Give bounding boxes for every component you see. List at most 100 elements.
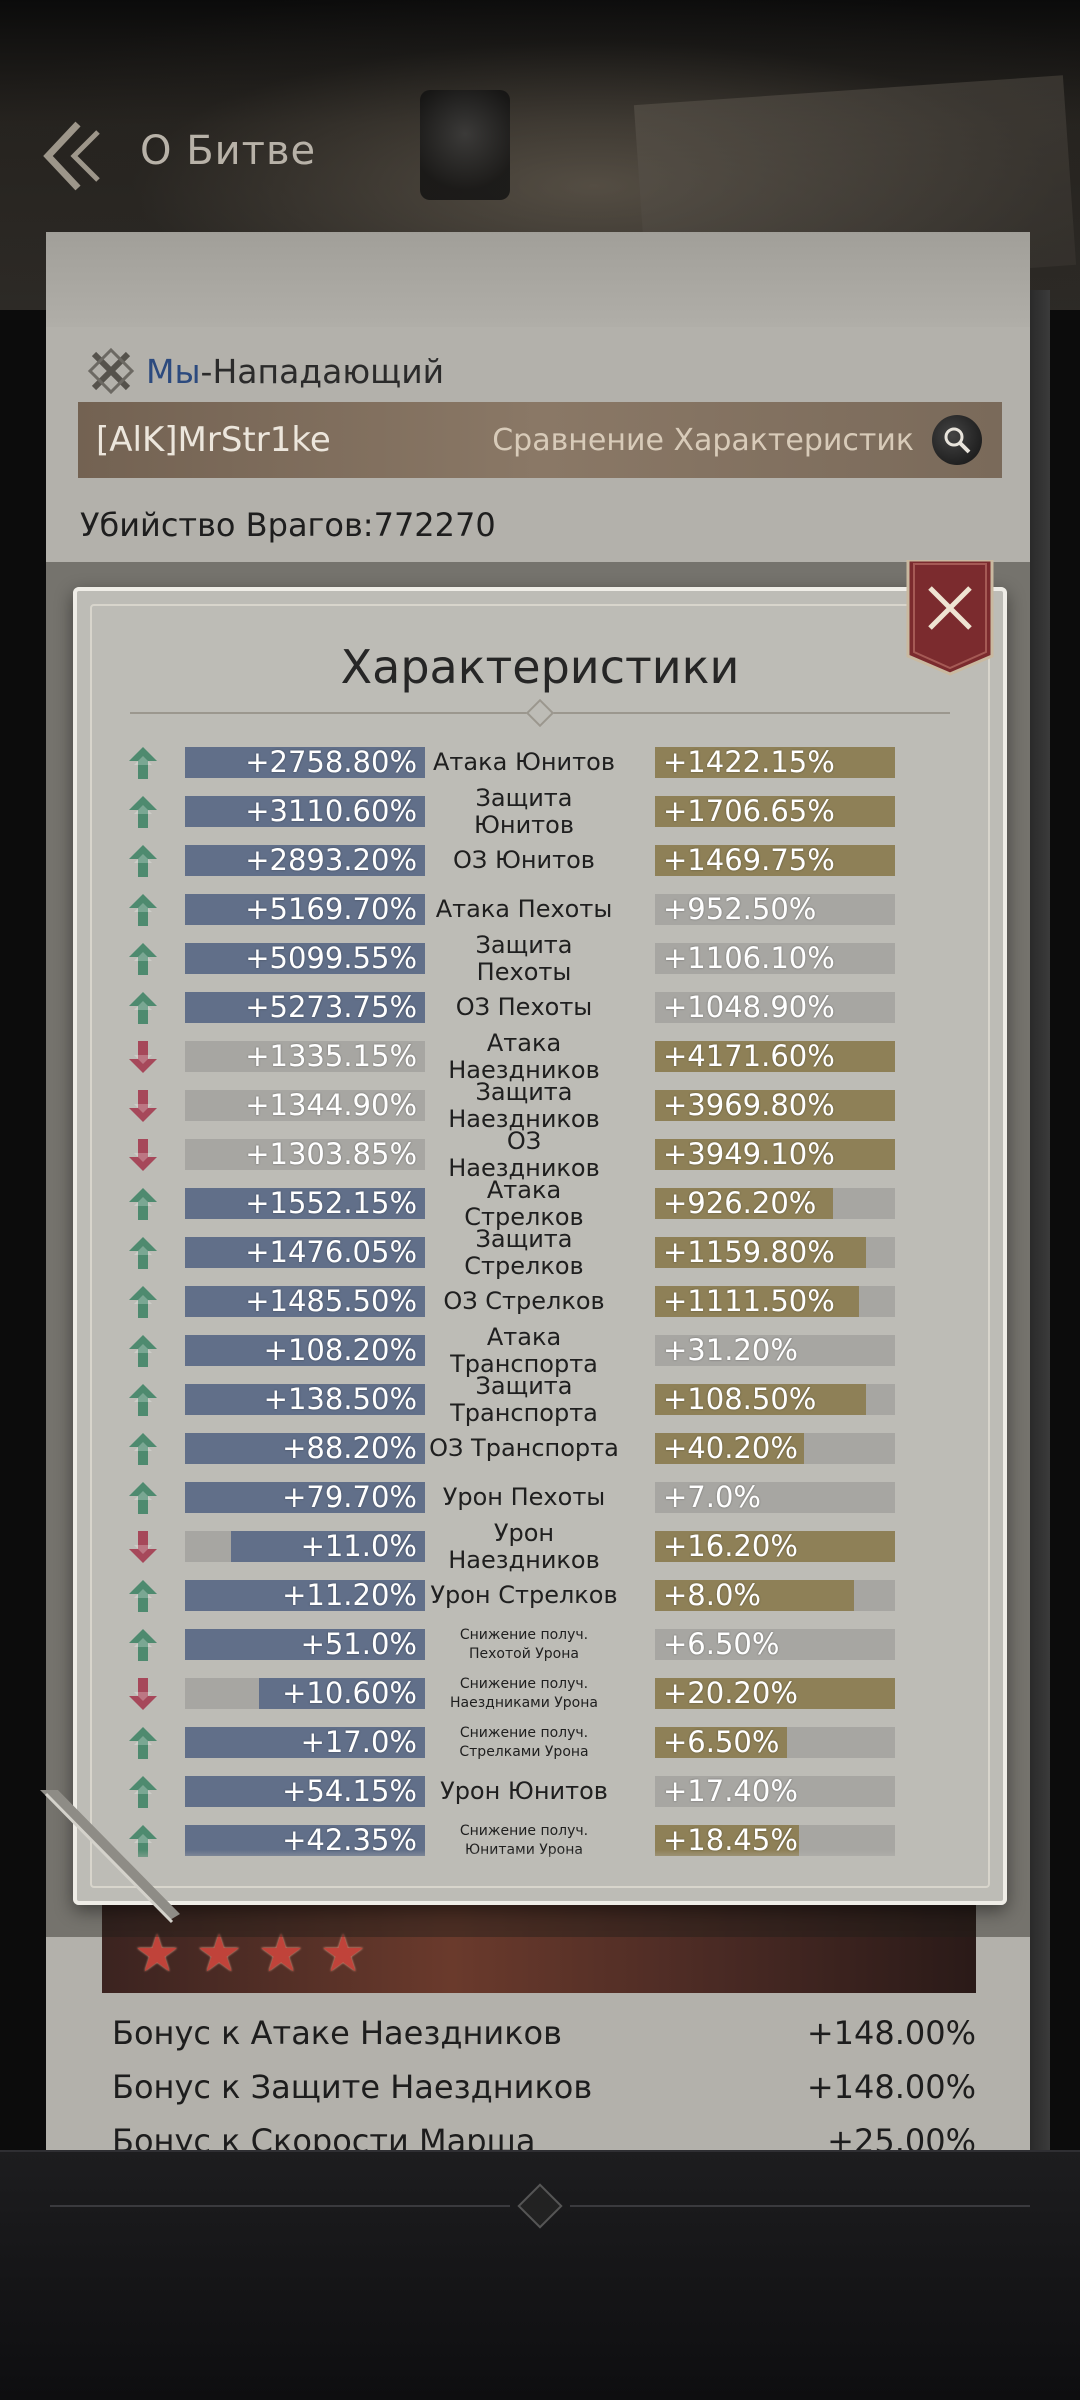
enemy-stat-bar: +7.0% xyxy=(655,1482,895,1513)
enemies-killed: Убийство Врагов:772270 xyxy=(80,506,496,544)
enemy-stat-bar: +6.50% xyxy=(655,1727,895,1758)
crossed-swords-icon xyxy=(87,347,135,395)
enemy-stat-bar: +20.20% xyxy=(655,1678,895,1709)
our-stat-bar: +10.60% xyxy=(185,1678,425,1709)
arrow-down-icon xyxy=(128,1089,158,1123)
enemy-stat-fill xyxy=(655,796,895,827)
background-inkwell xyxy=(420,90,510,200)
our-stat-bar: +11.0% xyxy=(185,1531,425,1562)
stat-name: Атака Транспорта xyxy=(450,1323,598,1378)
enemy-stat-value: +3969.80% xyxy=(663,1088,835,1122)
arrow-up-icon xyxy=(128,991,158,1025)
bonus-row: Бонус к Защите Наездников +148.00% xyxy=(112,2068,976,2106)
our-stat-bar: +1344.90% xyxy=(185,1090,425,1121)
bonus-label: Бонус к Защите Наездников xyxy=(112,2068,593,2106)
side-label: Мы-Нападающий xyxy=(86,346,444,396)
player-bar: [AlK]MrStr1ke Сравнение Характеристик xyxy=(78,402,1002,478)
our-stat-value: +1303.85% xyxy=(245,1137,417,1171)
enemy-stat-fill xyxy=(655,1580,855,1611)
our-stat-value: +51.0% xyxy=(300,1627,417,1661)
stat-row: +2893.20% ОЗ Юнитов +1469.75% xyxy=(120,836,910,885)
side-separator: - xyxy=(200,351,213,391)
star-icon: ★ xyxy=(319,1924,367,1984)
our-stat-bar: +54.15% xyxy=(185,1776,425,1807)
stat-name: Снижение получ. Стрелками Урона xyxy=(459,1725,589,1760)
enemy-stat-value: +3949.10% xyxy=(663,1137,835,1171)
enemy-stat-fill xyxy=(655,1727,787,1758)
stat-name: ОЗ Транспорта xyxy=(429,1434,619,1463)
enemy-stat-value: +16.20% xyxy=(663,1529,798,1563)
our-stat-bar: +1476.05% xyxy=(185,1237,425,1268)
arrow-up-icon xyxy=(128,1726,158,1760)
enemy-stat-value: +17.40% xyxy=(663,1774,798,1808)
enemy-stat-value: +1111.50% xyxy=(663,1284,835,1318)
enemy-stat-bar: +1706.65% xyxy=(655,796,895,827)
arrow-down-icon xyxy=(128,1530,158,1564)
our-stat-bar: +11.20% xyxy=(185,1580,425,1611)
bottom-divider-left xyxy=(50,2205,510,2207)
enemy-stat-bar: +952.50% xyxy=(655,894,895,925)
stat-name: ОЗ Юнитов xyxy=(453,846,595,875)
back-button[interactable] xyxy=(40,118,110,194)
enemy-stat-fill xyxy=(655,1139,895,1170)
arrow-up-icon xyxy=(128,1285,158,1319)
popup-title: Характеристики xyxy=(340,640,740,694)
our-stat-value: +5273.75% xyxy=(245,990,417,1024)
stat-row: +1335.15% Атака Наездников +4171.60% xyxy=(120,1030,910,1083)
our-stat-bar: +2893.20% xyxy=(185,845,425,876)
our-stat-fill xyxy=(185,747,425,778)
chevron-left-icon xyxy=(43,121,100,191)
bonus-row: Бонус к Атаке Наездников +148.00% xyxy=(112,2014,976,2052)
side-role-text: Нападающий xyxy=(212,351,445,391)
enemy-stat-bar: +108.50% xyxy=(655,1384,895,1415)
our-stat-fill xyxy=(185,1286,425,1317)
stat-row: +3110.60% Защита Юнитов +1706.65% xyxy=(120,785,910,838)
arrow-down-icon xyxy=(128,1677,158,1711)
arrow-up-icon xyxy=(128,1383,158,1417)
arrow-up-icon xyxy=(128,1481,158,1515)
star-icon: ★ xyxy=(195,1924,243,1984)
enemy-stat-bar: +1111.50% xyxy=(655,1286,895,1317)
hero-banner: ★ ★ ★ ★ xyxy=(102,1905,976,1993)
enemy-stat-value: +1469.75% xyxy=(663,843,835,877)
side-us-text: Мы xyxy=(146,351,201,391)
list-fade xyxy=(120,1850,910,1870)
enemy-stat-fill xyxy=(655,1237,867,1268)
compare-stats-button[interactable] xyxy=(932,415,982,465)
enemy-stat-bar: +8.0% xyxy=(655,1580,895,1611)
enemy-stat-bar: +16.20% xyxy=(655,1531,895,1562)
bonus-value: +148.00% xyxy=(806,2068,976,2106)
our-stat-bar: +5169.70% xyxy=(185,894,425,925)
our-stat-value: +88.20% xyxy=(282,1431,417,1465)
arrow-up-icon xyxy=(128,1432,158,1466)
our-stat-fill xyxy=(185,845,425,876)
our-stat-value: +1485.50% xyxy=(245,1284,417,1318)
our-stat-bar: +138.50% xyxy=(185,1384,425,1415)
stat-name: Защита Наездников xyxy=(448,1078,600,1133)
enemy-stat-bar: +1159.80% xyxy=(655,1237,895,1268)
arrow-down-icon xyxy=(128,1040,158,1074)
enemy-stat-value: +6.50% xyxy=(663,1627,780,1661)
enemy-stat-fill xyxy=(655,1384,867,1415)
stats-comparison-list[interactable]: +2758.80% Атака Юнитов +1422.15% +3110.60% З… xyxy=(120,738,910,1866)
our-stat-value: +11.20% xyxy=(282,1578,417,1612)
enemy-stat-value: +7.0% xyxy=(663,1480,761,1514)
stat-name: Снижение получ. Пехотой Урона xyxy=(459,1627,589,1662)
sword-decoration xyxy=(40,1790,180,1924)
stat-name: ОЗ Наездников xyxy=(448,1127,600,1182)
star-icon: ★ xyxy=(257,1924,305,1984)
close-button[interactable] xyxy=(906,558,994,676)
arrow-up-icon xyxy=(128,1628,158,1662)
star-icon: ★ xyxy=(133,1924,181,1984)
stat-row: +5273.75% ОЗ Пехоты +1048.90% xyxy=(120,983,910,1032)
enemy-stat-value: +6.50% xyxy=(663,1725,780,1759)
stat-row: +2758.80% Атака Юнитов +1422.15% xyxy=(120,738,910,787)
page-title: О Битве xyxy=(140,128,317,174)
our-stat-fill xyxy=(185,1727,425,1758)
our-stat-bar: +5273.75% xyxy=(185,992,425,1023)
our-stat-fill xyxy=(185,1384,425,1415)
compare-stats-label[interactable]: Сравнение Характеристик xyxy=(492,422,914,458)
enemy-stat-bar: +1048.90% xyxy=(655,992,895,1023)
our-stat-bar: +17.0% xyxy=(185,1727,425,1758)
our-stat-value: +5169.70% xyxy=(245,892,417,926)
